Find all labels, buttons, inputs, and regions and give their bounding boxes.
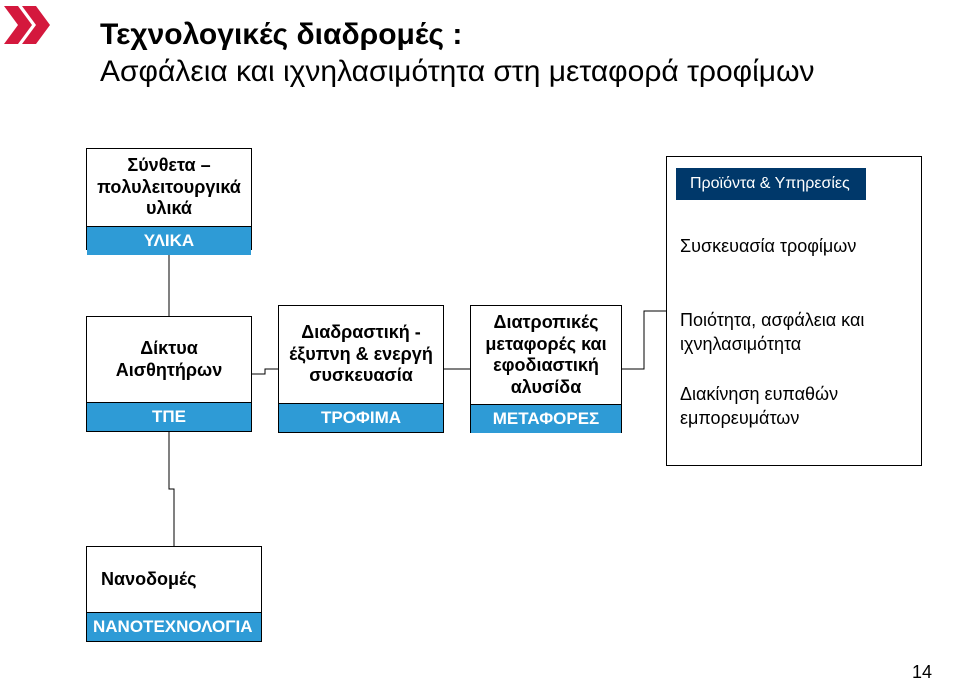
node-transport: Διατροπικές μεταφορές και εφοδιαστική αλ…	[470, 305, 622, 433]
node-materials: Σύνθετα – πολυλειτουργικά υλικά ΥΛΙΚΑ	[86, 148, 252, 250]
outputs-heading: Προϊόντα & Υπηρεσίες	[676, 168, 866, 200]
outputs-line-3: Διακίνηση ευπαθών εμπορευμάτων	[680, 382, 910, 431]
node-tpe-text: Δίκτυα Αισθητήρων	[87, 317, 251, 402]
node-materials-text: Σύνθετα – πολυλειτουργικά υλικά	[87, 149, 251, 226]
node-food-band: ΤΡΟΦΙΜΑ	[279, 403, 443, 432]
node-tpe: Δίκτυα Αισθητήρων ΤΠΕ	[86, 316, 252, 432]
node-nano-band: ΝΑΝΟΤΕΧΝΟΛΟΓΙΑ	[87, 612, 261, 641]
node-transport-band: ΜΕΤΑΦΟΡΕΣ	[471, 404, 621, 433]
node-tpe-band: ΤΠΕ	[87, 402, 251, 431]
node-nano: Νανοδομές ΝΑΝΟΤΕΧΝΟΛΟΓΙΑ	[86, 546, 262, 642]
node-food: Διαδραστική - έξυπνη & ενεργή συσκευασία…	[278, 305, 444, 433]
node-food-text: Διαδραστική - έξυπνη & ενεργή συσκευασία	[279, 306, 443, 403]
node-nano-text: Νανοδομές	[87, 547, 261, 612]
outputs-line-2: Ποιότητα, ασφάλεια και ιχνηλασιμότητα	[680, 308, 910, 357]
node-materials-band: ΥΛΙΚΑ	[87, 226, 251, 255]
page-number: 14	[912, 662, 932, 683]
node-transport-text: Διατροπικές μεταφορές και εφοδιαστική αλ…	[471, 306, 621, 404]
outputs-line-1: Συσκευασία τροφίμων	[680, 234, 910, 258]
